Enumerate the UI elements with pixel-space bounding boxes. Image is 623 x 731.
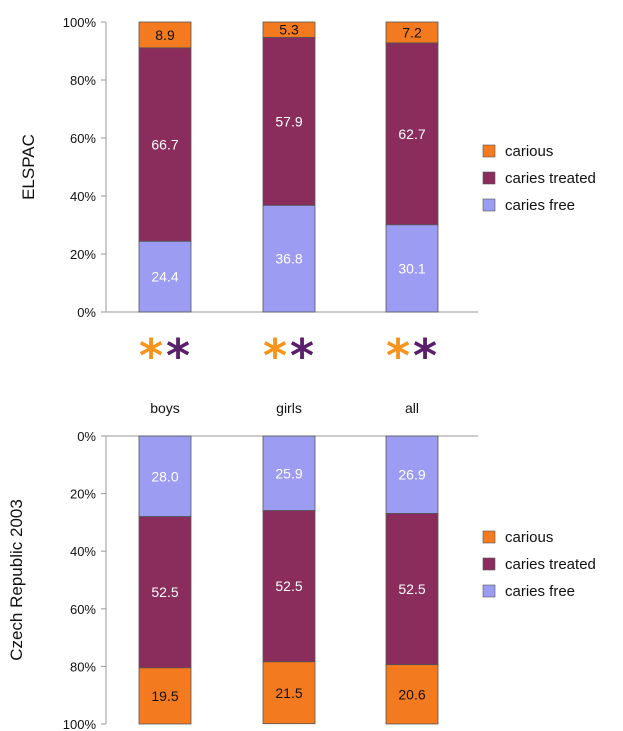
elspac-y-axis-title: ELSPAC bbox=[19, 134, 38, 200]
elspac-y-tick-label: 80% bbox=[70, 73, 96, 88]
czech-value-label-girls-carious: 21.5 bbox=[275, 685, 302, 701]
elspac-legend-swatch-carious bbox=[482, 144, 496, 158]
czech-legend-label-caries-free: caries free bbox=[505, 583, 575, 600]
elspac-bar-all-caries-treated bbox=[385, 42, 439, 226]
elspac-y-tick-label: 60% bbox=[70, 131, 96, 146]
elspac-value-label-all-caries-treated: 62.7 bbox=[398, 126, 425, 142]
significance-star-purple-all: * bbox=[413, 329, 437, 383]
czech-legend-swatch-caries-free bbox=[482, 584, 496, 598]
significance-star-orange-boys: * bbox=[139, 329, 163, 383]
czech-value-label-all-caries-free: 26.9 bbox=[398, 467, 425, 483]
czech-value-label-boys-caries-free: 28.0 bbox=[151, 468, 178, 484]
czech-value-label-boys-caries-treated: 52.5 bbox=[151, 584, 178, 600]
czech-bar-boys-carious bbox=[138, 667, 192, 725]
czech-value-label-boys-carious: 19.5 bbox=[151, 688, 178, 704]
czech-value-label-girls-caries-treated: 52.5 bbox=[275, 578, 302, 594]
elspac-y-tick-label: 40% bbox=[70, 189, 96, 204]
elspac-legend-swatch-caries-free bbox=[482, 198, 496, 212]
elspac-y-tick-label: 100% bbox=[63, 15, 97, 30]
elspac-bar-girls-carious bbox=[262, 21, 316, 38]
czech-bar-all-carious bbox=[385, 664, 439, 725]
elspac-value-label-boys-caries-treated: 66.7 bbox=[151, 137, 178, 153]
elspac-bar-boys-caries-free bbox=[138, 240, 192, 313]
elspac-legend-swatch-caries-treated bbox=[482, 171, 496, 185]
elspac-value-label-girls-caries-treated: 57.9 bbox=[275, 113, 302, 129]
elspac-value-label-girls-carious: 5.3 bbox=[279, 22, 299, 38]
elspac-bar-girls-caries-free bbox=[262, 204, 316, 313]
elspac-chart: 0% 20% 40% 60% 80% 100% ELSPAC 24.4 66.7 8.9 36.8 5… bbox=[19, 15, 596, 320]
czech-republic-chart: 0% 20% 40% 60% 80% 100% Czech Republic 2003 28.… bbox=[7, 429, 596, 731]
czech-y-axis-title: Czech Republic 2003 bbox=[7, 499, 26, 661]
elspac-value-label-boys-carious: 8.9 bbox=[155, 27, 175, 43]
elspac-legend-label-carious: carious bbox=[505, 143, 553, 160]
czech-value-label-all-caries-treated: 52.5 bbox=[398, 581, 425, 597]
czech-bar-boys-caries-treated bbox=[138, 516, 192, 669]
elspac-legend-label-caries-free: caries free bbox=[505, 197, 575, 214]
czech-value-label-all-carious: 20.6 bbox=[398, 686, 425, 702]
elspac-y-tick-label: 20% bbox=[70, 247, 96, 262]
czech-bar-boys-caries-free bbox=[138, 435, 192, 518]
significance-star-orange-all: * bbox=[386, 329, 410, 383]
significance-star-purple-girls: * bbox=[290, 329, 314, 383]
category-labels: * *boys* *girls* *all bbox=[139, 329, 437, 416]
category-label-girls: girls bbox=[276, 400, 302, 416]
czech-value-label-girls-caries-free: 25.9 bbox=[275, 465, 302, 481]
elspac-value-label-all-caries-free: 30.1 bbox=[398, 260, 425, 276]
czech-legend-swatch-carious bbox=[482, 530, 496, 544]
czech-bar-girls-caries-free bbox=[262, 435, 316, 511]
elspac-bar-all-carious bbox=[385, 21, 439, 44]
czech-legend-swatch-caries-treated bbox=[482, 557, 496, 571]
czech-y-tick-label: 60% bbox=[70, 602, 96, 617]
czech-y-tick-label: 80% bbox=[70, 659, 96, 674]
czech-legend-label-caries-treated: caries treated bbox=[505, 556, 596, 573]
czech-legend-label-carious: carious bbox=[505, 529, 553, 546]
czech-y-tick-label: 40% bbox=[70, 544, 96, 559]
elspac-value-label-boys-caries-free: 24.4 bbox=[151, 269, 178, 285]
elspac-bar-boys-caries-treated bbox=[138, 47, 192, 242]
significance-star-orange-girls: * bbox=[263, 329, 287, 383]
czech-bar-all-caries-free bbox=[385, 435, 439, 514]
significance-star-purple-boys: * bbox=[166, 329, 190, 383]
elspac-y-tick-label: 0% bbox=[77, 305, 96, 320]
elspac-legend-label-caries-treated: caries treated bbox=[505, 170, 596, 187]
category-label-all: all bbox=[405, 400, 419, 416]
czech-y-tick-label: 20% bbox=[70, 487, 96, 502]
czech-bar-girls-caries-treated bbox=[262, 510, 316, 663]
czech-y-tick-label: 0% bbox=[77, 429, 96, 444]
czech-y-tick-label: 100% bbox=[63, 717, 97, 731]
elspac-bar-boys-carious bbox=[138, 21, 192, 49]
elspac-bar-girls-caries-treated bbox=[262, 36, 316, 206]
czech-bar-all-caries-treated bbox=[385, 513, 439, 666]
elspac-value-label-girls-caries-free: 36.8 bbox=[275, 251, 302, 267]
category-label-boys: boys bbox=[150, 400, 180, 416]
czech-bar-girls-carious bbox=[262, 661, 316, 725]
elspac-value-label-all-carious: 7.2 bbox=[402, 24, 422, 40]
